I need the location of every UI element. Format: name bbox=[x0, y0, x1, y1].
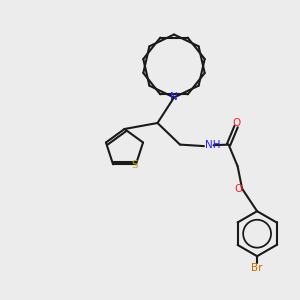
Text: Br: Br bbox=[251, 263, 263, 273]
Text: O: O bbox=[232, 118, 240, 128]
Text: S: S bbox=[131, 160, 138, 170]
Text: N: N bbox=[170, 92, 178, 103]
Text: O: O bbox=[234, 184, 243, 194]
Text: NH: NH bbox=[206, 140, 221, 150]
